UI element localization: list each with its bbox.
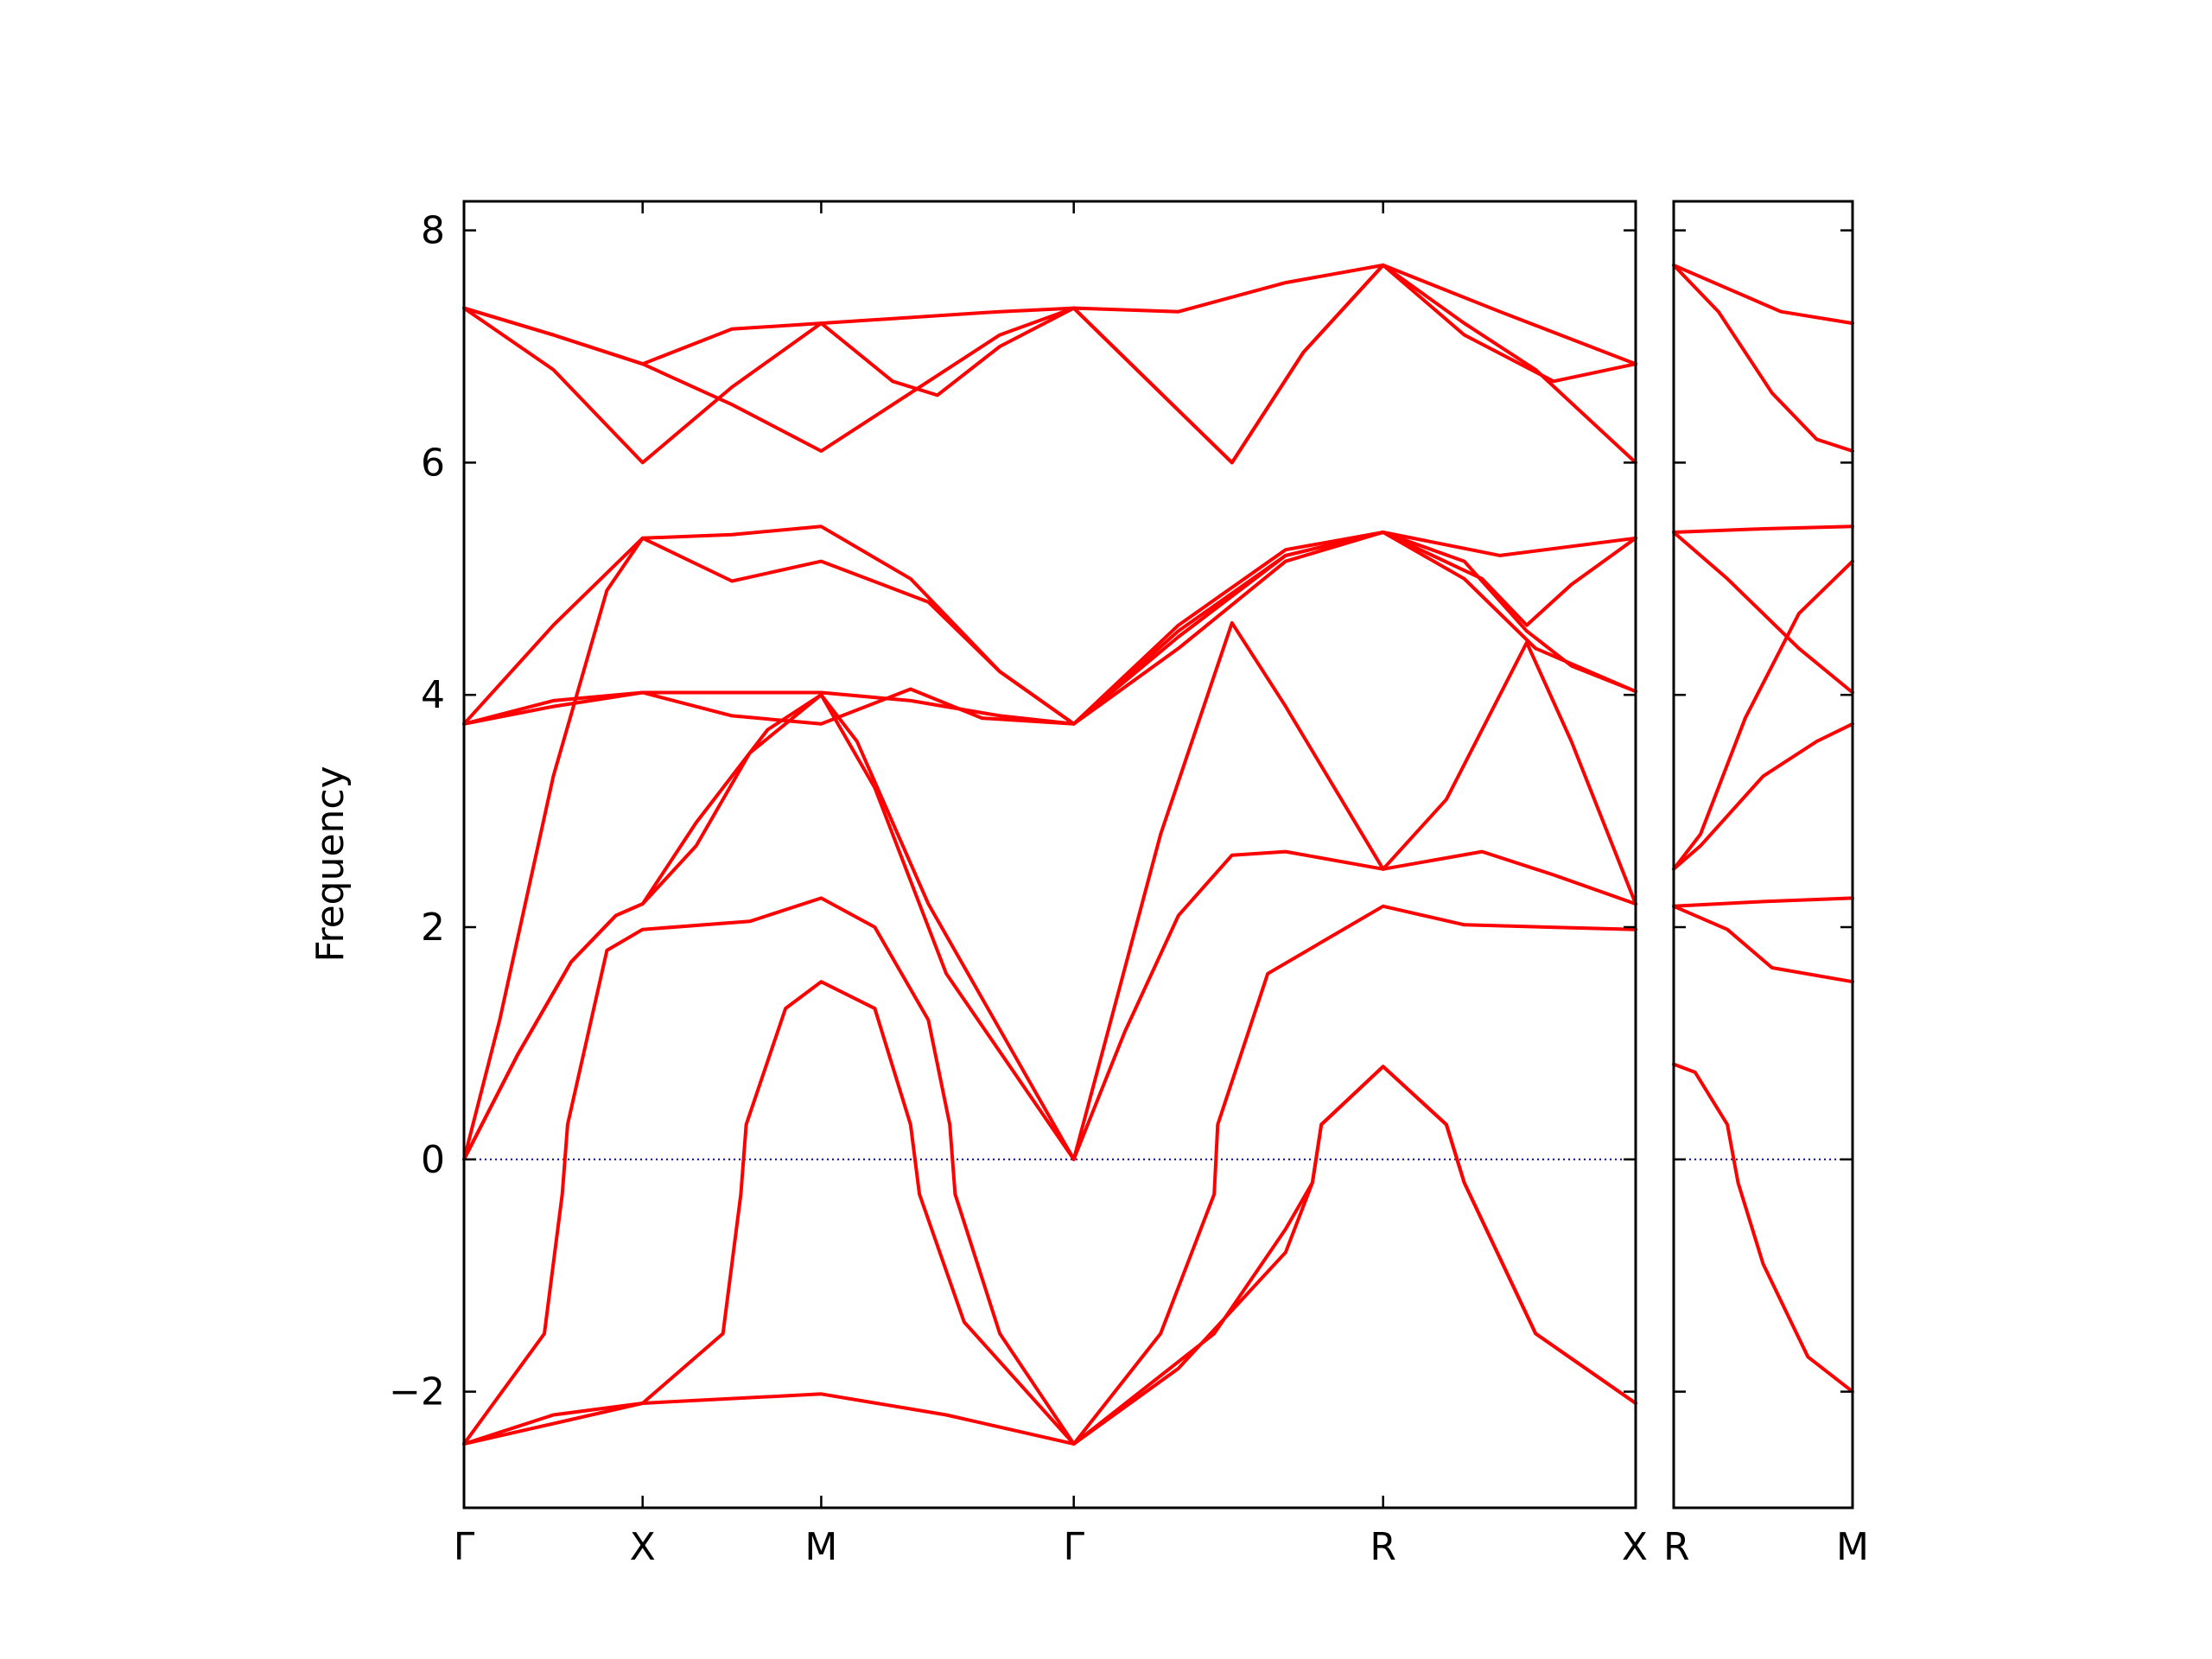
band-line-band-6 [1672, 531, 1854, 695]
x-tick-label: X [1622, 1525, 1648, 1569]
y-tick-label: 2 [421, 906, 445, 950]
y-tick-label: 0 [421, 1138, 445, 1182]
x-tick-label: R [1663, 1525, 1690, 1569]
band-line-band-8 [1672, 263, 1854, 453]
band-line-band-2 [462, 896, 1637, 1446]
plot-frame [462, 200, 1637, 1510]
band-line-band-12 [462, 263, 1637, 366]
x-tick-label: R [1370, 1525, 1396, 1569]
band-line-band-9 [1672, 263, 1854, 326]
band-line-band-5 [462, 620, 1637, 1161]
band-line-band-1 [1672, 1062, 1854, 1394]
y-tick-label: 8 [421, 209, 445, 253]
band-line-band-10 [462, 263, 1637, 465]
y-tick-label: 6 [421, 441, 445, 485]
band-line-band-4 [1672, 721, 1854, 871]
band-line-band-4 [462, 693, 1637, 1161]
band-line-band-9 [462, 524, 1637, 726]
x-tick-label: Γ [1063, 1525, 1084, 1569]
band-line-band-3 [1672, 896, 1854, 908]
band-line-band-3 [462, 980, 1637, 1446]
y-axis-title: Frequency [308, 766, 353, 962]
main-panel: −2 0 2 4 6 8 Γ X M Γ R X [389, 200, 1648, 1569]
band-line-band-7 [1672, 524, 1854, 534]
band-line-band-2 [1672, 904, 1854, 984]
x-tick-label: M [1836, 1525, 1869, 1569]
x-tick-label: X [630, 1525, 656, 1569]
y-tick-label: 4 [421, 673, 445, 717]
band-line-band-6 [462, 531, 1637, 1161]
plot-frame [1672, 200, 1854, 1510]
band-line-band-5 [1672, 559, 1854, 871]
x-tick-label: M [804, 1525, 837, 1569]
y-tick-label: −2 [389, 1370, 445, 1414]
x-tick-label: Γ [454, 1525, 475, 1569]
